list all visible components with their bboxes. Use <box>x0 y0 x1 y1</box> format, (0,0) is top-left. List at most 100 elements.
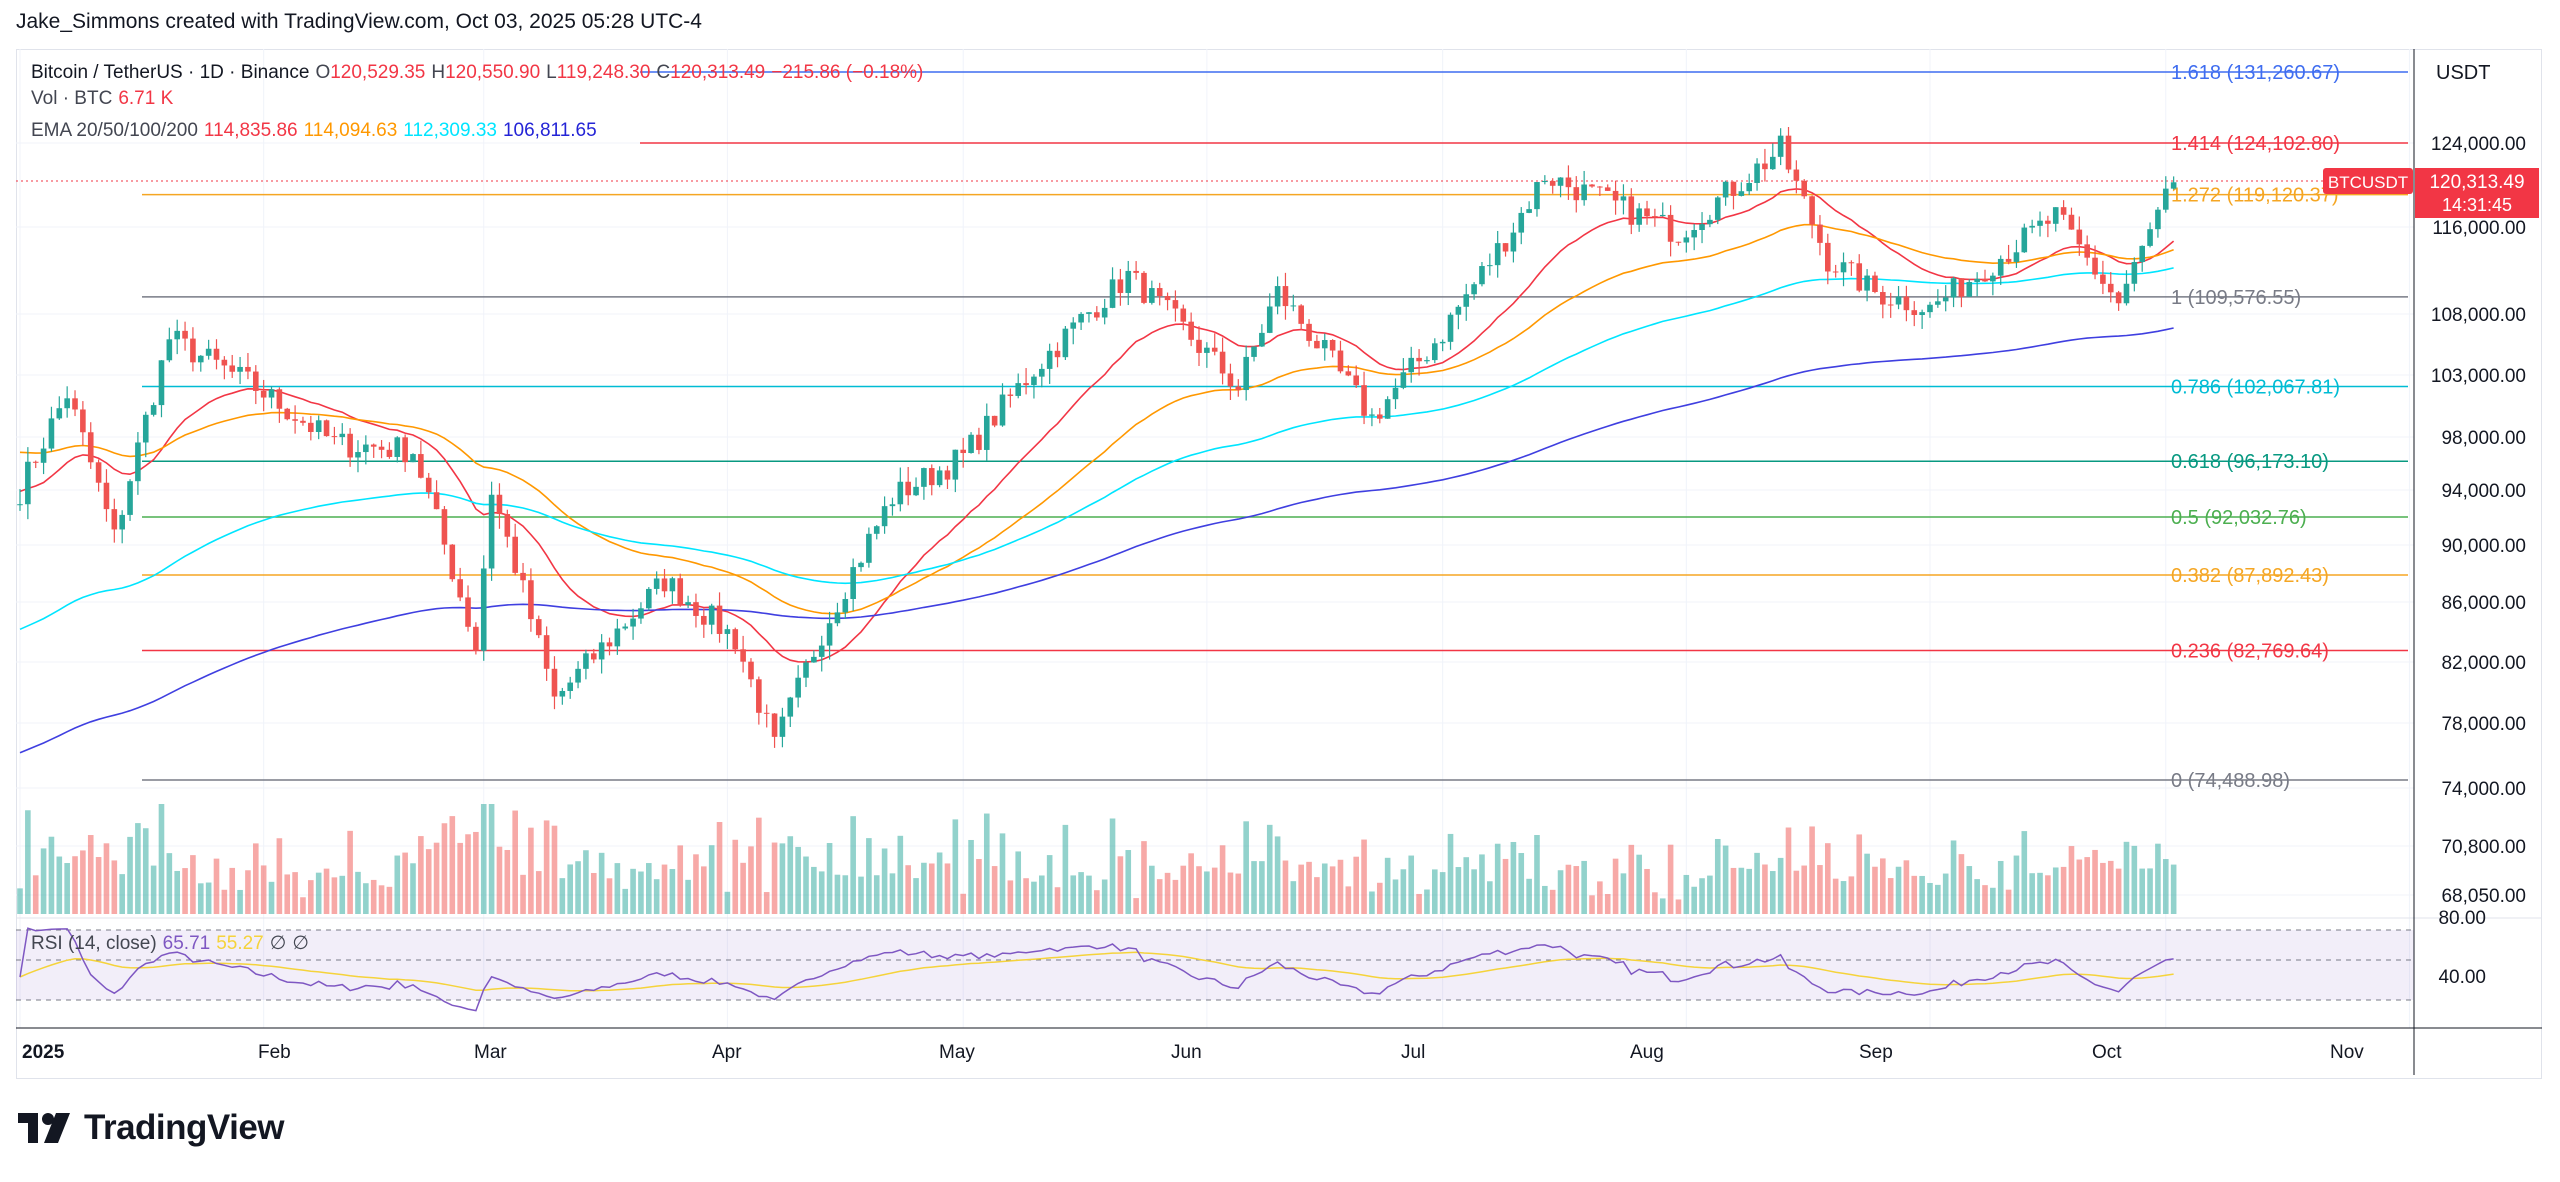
volume-bar <box>1667 844 1674 914</box>
volume-bar <box>1714 838 1721 914</box>
candle-body <box>873 526 880 534</box>
fib-label-1: 1 (109,576.55) <box>2171 287 2301 309</box>
volume-bar <box>512 810 518 914</box>
price-tick-label: 90,000.00 <box>2441 536 2526 557</box>
volume-bar <box>1958 854 1965 914</box>
volume-bar <box>465 834 471 914</box>
volume-bar <box>1235 873 1242 914</box>
candle-body <box>1455 306 1462 315</box>
ema200-value: 106,811.65 <box>502 120 597 141</box>
candle-body <box>48 418 55 449</box>
volume-bar <box>402 852 408 914</box>
chart-frame[interactable] <box>16 49 2542 1079</box>
volume-bar <box>1730 867 1737 914</box>
candle-body <box>1007 394 1014 396</box>
candle-body <box>1447 314 1454 342</box>
volume-bar <box>677 845 684 914</box>
volume-bar <box>135 823 141 914</box>
candle-body <box>1659 214 1666 217</box>
time-tick-label: 2025 <box>22 1042 65 1063</box>
volume-bar <box>56 856 63 914</box>
candle-body <box>1204 347 1210 353</box>
candle-body <box>559 690 566 697</box>
volume-bar <box>182 868 188 914</box>
volume-bar <box>1880 858 1886 914</box>
volume-bar <box>842 875 849 914</box>
volume-bar <box>693 854 699 914</box>
volume-bar <box>1911 875 1918 914</box>
volume-bar <box>1314 877 1320 914</box>
candle-body <box>1219 351 1226 374</box>
candle-body <box>229 365 236 372</box>
volume-value: 6.71 K <box>118 88 174 109</box>
volume-bar <box>1683 874 1690 914</box>
candle-body <box>1196 339 1202 353</box>
candle-body <box>1691 229 1697 238</box>
volume-bar <box>866 838 872 914</box>
candle-body <box>999 394 1006 426</box>
time-tick-label: May <box>939 1042 975 1063</box>
candle-body <box>1840 262 1847 273</box>
currency-selector[interactable]: USDT <box>2436 62 2491 84</box>
ema100-value: 112,309.33 <box>403 120 497 141</box>
candle-body <box>2092 257 2098 275</box>
volume-bar <box>95 857 102 914</box>
candle-body <box>638 608 644 619</box>
candle-body <box>1848 262 1855 264</box>
fib-label-1.414: 1.414 (124,102.80) <box>2171 133 2340 155</box>
legend-rsi-row: RSI (14, close) 65.71 55.27 ∅ ∅ <box>31 932 315 955</box>
candle-body <box>653 578 660 589</box>
tradingview-logo[interactable]: TradingView <box>18 1108 285 1148</box>
volume-bar <box>253 843 259 914</box>
volume-bar <box>1290 881 1297 914</box>
candle-body <box>1997 258 2004 276</box>
time-tick-label: Jun <box>1171 1042 1202 1063</box>
volume-bar <box>685 879 691 914</box>
volume-bar <box>1597 881 1603 914</box>
volume-bar <box>1542 885 1548 914</box>
volume-bar <box>1282 860 1289 914</box>
volume-bar <box>1659 898 1666 914</box>
candle-body <box>465 597 471 627</box>
volume-bar <box>158 804 165 914</box>
volume-bar <box>2139 868 2145 914</box>
volume-bar <box>913 878 919 914</box>
candle-body <box>2155 209 2161 230</box>
volume-bar <box>488 804 495 914</box>
volume-bar <box>1785 827 1792 914</box>
candle-body <box>685 602 691 605</box>
candle-body <box>1809 196 1815 225</box>
ema-label[interactable]: EMA 20/50/100/200 <box>31 120 198 141</box>
volume-bar <box>1149 865 1155 914</box>
volume-bar <box>1471 869 1477 914</box>
volume-bar <box>1070 875 1077 914</box>
volume-bar <box>1502 858 1509 914</box>
volume-label[interactable]: Vol · BTC <box>31 88 113 109</box>
candle-body <box>1557 177 1564 186</box>
volume-bar <box>1251 861 1257 914</box>
rsi-label[interactable]: RSI (14, close) <box>31 933 157 954</box>
high-label: H <box>431 62 446 83</box>
candle-body <box>1164 296 1171 301</box>
volume-bar <box>80 850 86 914</box>
candle-body <box>103 482 110 510</box>
price-tick-label: 74,000.00 <box>2441 779 2526 800</box>
candle-body <box>850 567 856 599</box>
volume-bar <box>991 866 998 914</box>
volume-bar <box>881 848 888 914</box>
rsi-line <box>19 927 2174 1012</box>
symbol-name[interactable]: Bitcoin / TetherUS · 1D · Binance <box>31 62 310 83</box>
candle-body <box>826 623 833 646</box>
symbol-badge-text: BTCUSDT <box>2328 173 2408 192</box>
volume-bar <box>921 862 927 914</box>
candle-body <box>182 330 188 339</box>
candle-body <box>787 697 794 717</box>
volume-bar <box>1675 899 1682 914</box>
volume-bar <box>142 828 149 914</box>
volume-bar <box>1369 891 1375 914</box>
volume-bar <box>276 838 283 914</box>
candle-body <box>1400 372 1407 388</box>
candle-body <box>693 602 699 616</box>
volume-bar <box>1439 872 1446 914</box>
